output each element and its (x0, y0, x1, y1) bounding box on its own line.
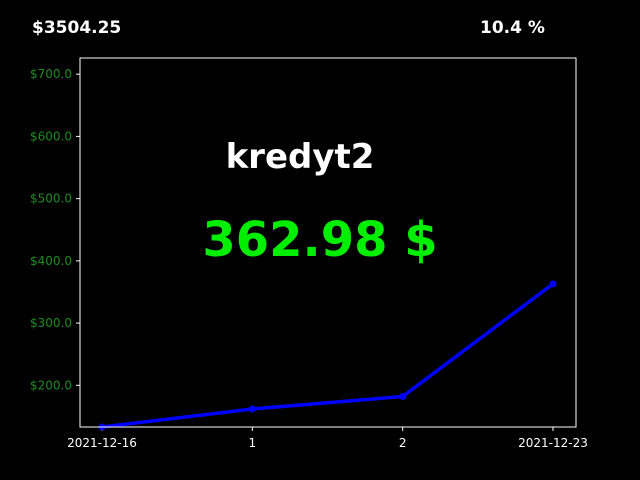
y-tick-label: $300.0 (30, 316, 72, 330)
data-point (399, 393, 407, 401)
y-tick-label: $500.0 (30, 192, 72, 206)
data-point (248, 405, 256, 413)
y-tick-label: $600.0 (30, 129, 72, 143)
x-tick-label: 1 (249, 436, 257, 450)
total-balance: $3504.25 (32, 18, 122, 38)
plot-frame (79, 57, 577, 428)
series-group (98, 280, 557, 431)
asset-name: kredyt2 (226, 137, 375, 177)
y-tick-label: $400.0 (30, 254, 72, 268)
x-tick-label: 2 (399, 436, 407, 450)
data-point (549, 280, 557, 288)
asset-value: 362.98 $ (202, 212, 437, 268)
x-tick-label: 2021-12-16 (67, 436, 137, 450)
y-tick-label: $700.0 (30, 67, 72, 81)
y-tick-label: $200.0 (30, 378, 72, 392)
x-axis: 2021-12-16 1 2 2021-12-23 (67, 427, 588, 450)
x-tick-label: 2021-12-23 (518, 436, 588, 450)
y-axis: $200.0 $300.0 $400.0 $500.0 $600.0 $700.0 (30, 67, 80, 392)
series-line (101, 282, 555, 429)
percent-change: 10.4 % (480, 18, 545, 38)
